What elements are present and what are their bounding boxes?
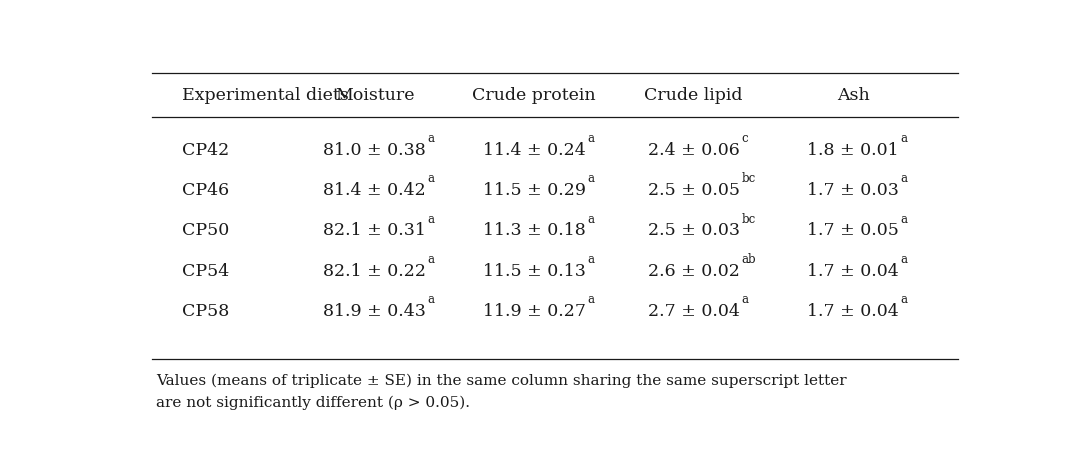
Text: a: a xyxy=(587,293,595,306)
Text: ab: ab xyxy=(741,252,756,265)
Text: a: a xyxy=(901,293,908,306)
Text: CP42: CP42 xyxy=(182,141,229,158)
Text: CP58: CP58 xyxy=(182,303,229,319)
Text: 11.4 ± 0.24: 11.4 ± 0.24 xyxy=(483,141,586,158)
Text: 1.7 ± 0.04: 1.7 ± 0.04 xyxy=(807,262,899,279)
Text: Crude protein: Crude protein xyxy=(472,87,596,104)
Text: a: a xyxy=(587,172,595,185)
Text: 2.6 ± 0.02: 2.6 ± 0.02 xyxy=(648,262,740,279)
Text: a: a xyxy=(428,131,434,144)
Text: Values (means of triplicate ± SE) in the same column sharing the same superscrip: Values (means of triplicate ± SE) in the… xyxy=(156,373,847,387)
Text: 1.7 ± 0.03: 1.7 ± 0.03 xyxy=(807,181,899,198)
Text: 2.4 ± 0.06: 2.4 ± 0.06 xyxy=(648,141,740,158)
Text: a: a xyxy=(428,172,434,185)
Text: Crude lipid: Crude lipid xyxy=(644,87,743,104)
Text: bc: bc xyxy=(741,172,756,185)
Text: a: a xyxy=(901,252,908,265)
Text: CP46: CP46 xyxy=(182,181,229,198)
Text: a: a xyxy=(900,131,908,144)
Text: Ash: Ash xyxy=(837,87,870,104)
Text: bc: bc xyxy=(741,212,756,225)
Text: a: a xyxy=(901,172,908,185)
Text: a: a xyxy=(741,293,748,306)
Text: 11.5 ± 0.13: 11.5 ± 0.13 xyxy=(483,262,586,279)
Text: are not significantly different (ρ > 0.05).: are not significantly different (ρ > 0.0… xyxy=(156,395,470,409)
Text: 2.5 ± 0.05: 2.5 ± 0.05 xyxy=(648,181,740,198)
Text: CP54: CP54 xyxy=(182,262,229,279)
Text: a: a xyxy=(587,131,595,144)
Text: Experimental diets: Experimental diets xyxy=(182,87,349,104)
Text: 81.0 ± 0.38: 81.0 ± 0.38 xyxy=(323,141,426,158)
Text: 2.5 ± 0.03: 2.5 ± 0.03 xyxy=(648,222,740,239)
Text: 82.1 ± 0.31: 82.1 ± 0.31 xyxy=(323,222,426,239)
Text: 1.7 ± 0.04: 1.7 ± 0.04 xyxy=(807,303,899,319)
Text: CP50: CP50 xyxy=(182,222,229,239)
Text: a: a xyxy=(901,212,908,225)
Text: 11.5 ± 0.29: 11.5 ± 0.29 xyxy=(483,181,586,198)
Text: 2.7 ± 0.04: 2.7 ± 0.04 xyxy=(648,303,740,319)
Text: 11.3 ± 0.18: 11.3 ± 0.18 xyxy=(483,222,586,239)
Text: c: c xyxy=(741,131,747,144)
Text: 81.9 ± 0.43: 81.9 ± 0.43 xyxy=(323,303,426,319)
Text: 82.1 ± 0.22: 82.1 ± 0.22 xyxy=(323,262,426,279)
Text: a: a xyxy=(428,293,434,306)
Text: a: a xyxy=(428,212,434,225)
Text: a: a xyxy=(587,212,595,225)
Text: 11.9 ± 0.27: 11.9 ± 0.27 xyxy=(483,303,586,319)
Text: Moisture: Moisture xyxy=(335,87,415,104)
Text: a: a xyxy=(587,252,595,265)
Text: 1.7 ± 0.05: 1.7 ± 0.05 xyxy=(807,222,899,239)
Text: 81.4 ± 0.42: 81.4 ± 0.42 xyxy=(323,181,426,198)
Text: a: a xyxy=(428,252,434,265)
Text: 1.8 ± 0.01: 1.8 ± 0.01 xyxy=(807,141,899,158)
